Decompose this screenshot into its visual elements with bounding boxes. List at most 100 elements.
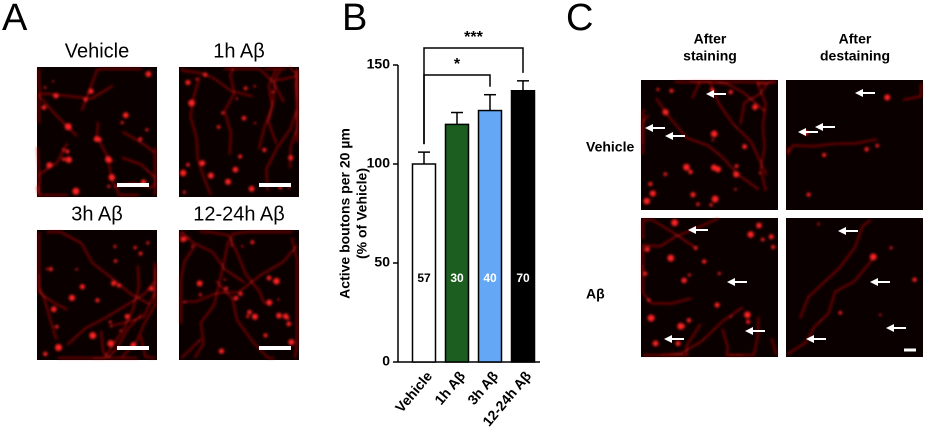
bouton (246, 314, 250, 319)
bouton (43, 86, 47, 89)
micrograph (179, 230, 299, 360)
image-label: 12-24h Aβ (193, 203, 285, 225)
image-label: 1h Aβ (213, 40, 265, 62)
bouton (79, 284, 85, 290)
bar (444, 123, 470, 363)
bar (411, 163, 437, 363)
filament (786, 259, 873, 355)
bouton (286, 316, 290, 320)
bouton (185, 79, 191, 85)
bouton (286, 321, 292, 327)
y-axis-label: Active boutons per 20 µm (337, 128, 353, 299)
bouton (55, 344, 63, 352)
bouton (671, 219, 679, 227)
bouton (88, 88, 94, 94)
bouton (711, 195, 719, 203)
bouton (45, 267, 48, 271)
filaments (180, 231, 298, 359)
bouton (677, 322, 685, 330)
bouton (869, 253, 877, 261)
bouton (884, 94, 891, 101)
filament (199, 231, 266, 305)
bouton (864, 147, 869, 152)
bouton (109, 325, 112, 328)
bouton (53, 92, 59, 99)
filament (183, 245, 298, 303)
filament (38, 69, 78, 137)
bouton (817, 222, 820, 226)
arrow-head (645, 124, 653, 132)
bouton (647, 298, 651, 302)
bouton (43, 351, 48, 357)
y-axis-label: (% of Vehicle) (354, 168, 370, 259)
y-tick-label: 100 (367, 155, 391, 171)
y-tick-label: 150 (367, 56, 391, 72)
bouton (734, 164, 739, 168)
bouton (199, 160, 206, 167)
bar-annotation: 30 (450, 271, 464, 285)
bouton (148, 286, 154, 292)
arrow-head (855, 89, 863, 97)
bouton (52, 80, 55, 83)
bouton (111, 280, 117, 286)
filament (57, 313, 143, 359)
bouton (225, 178, 232, 185)
bouton (711, 138, 715, 141)
bouton (108, 320, 112, 324)
micrograph (179, 67, 299, 197)
arrow-head (806, 335, 814, 343)
bar-annotation: 70 (516, 271, 530, 285)
bouton (48, 267, 53, 272)
bouton (238, 291, 243, 296)
filament (180, 338, 202, 359)
filaments (180, 66, 298, 196)
significance-label: *** (464, 29, 483, 46)
bouton (248, 185, 255, 192)
bouton (734, 188, 737, 191)
filaments (36, 68, 156, 196)
bouton (647, 314, 655, 322)
arrow-head (727, 278, 735, 286)
bouton (758, 172, 761, 175)
bouton (273, 277, 280, 285)
bar-annotation: 40 (483, 271, 497, 285)
bouton (688, 169, 693, 175)
filament (38, 274, 68, 311)
bar (510, 89, 536, 363)
significance-label: * (454, 56, 461, 73)
bouton (889, 246, 893, 250)
bouton (663, 172, 668, 176)
bouton (107, 340, 115, 347)
bouton (233, 295, 239, 301)
bouton (120, 121, 124, 125)
bouton (752, 104, 758, 110)
bouton (693, 246, 698, 250)
filament (757, 81, 776, 86)
bouton (216, 125, 221, 129)
bouton (113, 245, 117, 248)
y-tick-label: 0 (382, 353, 390, 369)
panel-letter: A (2, 0, 28, 39)
bouton (146, 241, 150, 245)
filament (275, 69, 298, 82)
arrow-head (706, 90, 714, 98)
bouton (756, 222, 762, 229)
bouton (690, 192, 696, 198)
bouton (649, 190, 656, 197)
bouton (747, 231, 754, 238)
bouton (46, 162, 53, 169)
bouton (221, 111, 225, 115)
bouton (191, 245, 194, 248)
bouton (912, 277, 917, 282)
bouton (760, 237, 765, 242)
filament (799, 219, 872, 319)
filament (642, 265, 692, 305)
filament (215, 280, 275, 359)
arrow-head (688, 226, 696, 234)
filament (267, 68, 287, 145)
bouton (288, 339, 295, 346)
bouton (198, 293, 202, 297)
panel-letter: C (566, 0, 593, 39)
arrow-head (838, 227, 846, 235)
